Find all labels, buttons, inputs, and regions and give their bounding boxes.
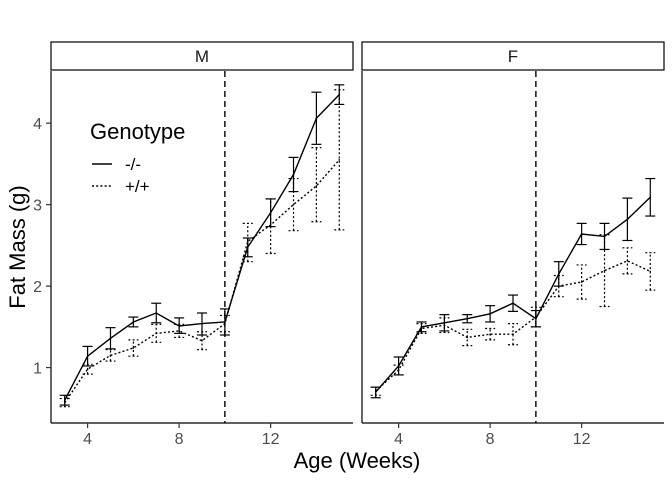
data-point-f-wt [489,333,491,335]
y-tick-label: 3 [33,198,42,215]
data-point-f-wt [512,333,514,335]
plot-area-m: 4 8 12 [50,71,353,448]
x-axis-title: Age (Weeks) [294,448,421,473]
error-bar-f-wt [599,234,610,308]
plot-area-f: 4 8 12 [361,71,664,448]
legend-label-ko: -/- [125,155,141,174]
error-bar-f-wt [370,386,381,396]
y-axis: 1 2 3 4 [33,116,51,378]
data-point-m-ko [132,321,135,323]
y-axis-title: Fat Mass (g) [5,185,30,308]
error-bar-m-wt [311,146,322,223]
x-tick-label-f: 4 [394,431,403,448]
data-point-f-wt [443,324,446,327]
data-point-f-wt [626,260,629,262]
error-bar-m-wt [219,314,230,333]
x-tick-label-m: 12 [262,431,280,448]
data-point-f-ko [580,233,583,235]
data-point-m-wt [178,330,180,332]
x-tick-label-f: 12 [573,431,591,448]
data-point-m-ko [178,325,180,327]
data-point-f-ko [466,317,469,320]
y-tick-label: 1 [33,361,42,378]
error-bar-m-wt [128,339,139,357]
error-bar-f-wt [508,322,518,346]
y-tick-label: 2 [33,279,42,296]
data-point-m-wt [155,332,158,335]
error-bar-m-wt [174,323,185,339]
data-point-f-wt [649,270,652,273]
error-bar-m-wt [265,198,276,255]
data-point-f-ko [626,218,629,221]
data-point-f-ko [512,302,514,305]
data-point-f-wt [535,316,537,318]
data-point-f-wt [557,285,560,287]
data-point-f-ko [603,235,606,238]
data-point-m-wt [315,185,318,187]
legend-label-wt: +/+ [125,177,150,196]
data-point-m-ko [109,337,112,340]
x-tick-label-m: 8 [175,431,184,448]
error-bar-m-wt [59,397,70,408]
data-point-m-wt [109,354,112,357]
data-point-m-wt [338,159,341,161]
data-point-m-ko [315,117,318,120]
panel-f: F 4 8 12 [361,41,665,448]
legend-title: Genotype [90,119,185,144]
error-bar-m-wt [242,222,253,263]
error-bar-m-wt [334,89,345,231]
data-point-f-ko [557,273,560,275]
x-tick-label-m: 4 [83,431,92,448]
data-point-f-wt [580,281,583,283]
data-point-m-ko [155,312,158,314]
panel-m: M 4 8 12 [50,41,354,448]
data-point-f-wt [420,327,423,330]
error-bar-f-wt [439,317,450,334]
data-point-m-wt [132,347,135,349]
data-point-f-wt [466,336,469,339]
data-point-m-wt [201,339,203,342]
data-point-m-ko [292,173,295,176]
data-point-m-wt [269,224,272,226]
data-point-f-wt [374,390,377,393]
data-point-f-ko [489,313,491,315]
facet-strip-m [50,41,354,71]
data-point-m-wt [224,322,226,325]
data-point-m-wt [292,203,295,206]
facet-label-f: F [508,47,518,66]
data-point-f-wt [397,369,400,371]
data-point-f-wt [603,269,606,272]
x-tick-label-f: 8 [486,431,495,448]
data-point-f-ko [649,196,652,199]
facet-label-m: M [195,47,209,66]
facet-strip-f [361,41,665,71]
y-tick-label: 4 [33,116,42,133]
legend: Genotype -/- +/+ [90,119,185,196]
data-point-m-ko [269,211,272,214]
data-point-m-ko [86,355,89,357]
data-point-m-ko [201,322,203,325]
data-point-m-wt [63,401,66,404]
data-point-m-wt [246,240,249,243]
error-bar-f-wt [553,274,564,298]
data-point-m-wt [86,368,89,371]
error-bar-f-wt [462,328,473,347]
